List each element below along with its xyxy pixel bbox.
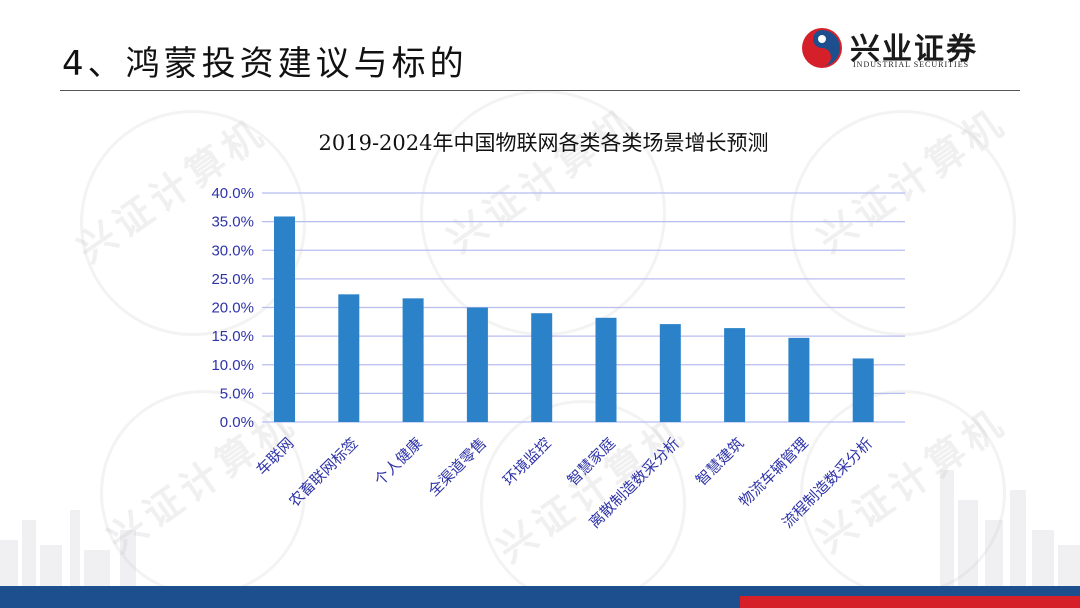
y-tick-label: 30.0% xyxy=(211,242,254,259)
y-tick-label: 5.0% xyxy=(220,385,254,402)
y-tick-label: 35.0% xyxy=(211,214,254,231)
bar xyxy=(531,313,553,422)
x-tick-label: 智慧建筑 xyxy=(692,434,747,489)
bar xyxy=(402,298,424,422)
bar xyxy=(659,324,681,422)
bar xyxy=(852,358,874,422)
y-tick-label: 20.0% xyxy=(211,300,254,317)
x-tick-label: 智慧家庭 xyxy=(564,434,619,489)
bar xyxy=(274,216,296,422)
bar xyxy=(338,294,360,422)
x-tick-label: 车联网 xyxy=(253,434,298,479)
logo-text: 兴业证券 xyxy=(850,32,978,67)
footer-bar-red xyxy=(740,596,1080,608)
bar xyxy=(788,337,810,422)
y-tick-label: 0.0% xyxy=(220,414,254,431)
x-tick-label: 农畜联网标签 xyxy=(285,434,361,510)
company-logo: 兴业证券 INDUSTRIAL SECURITIES xyxy=(798,22,1018,74)
x-tick-label: 环境监控 xyxy=(499,434,554,489)
y-tick-label: 25.0% xyxy=(211,271,254,288)
y-tick-label: 15.0% xyxy=(211,328,254,345)
logo-subtext: INDUSTRIAL SECURITIES xyxy=(853,60,970,69)
title-divider xyxy=(60,90,1020,91)
y-tick-label: 10.0% xyxy=(211,357,254,374)
page-title: 4、鸿蒙投资建议与标的 xyxy=(62,44,468,84)
x-tick-label: 个人健康 xyxy=(371,434,426,489)
bar xyxy=(466,307,488,422)
y-tick-label: 40.0% xyxy=(211,185,254,202)
logo-emblem-icon xyxy=(802,28,842,68)
chart-title: 2019-2024年中国物联网各类各类场景增长预测 xyxy=(319,131,769,155)
bar xyxy=(724,328,746,422)
x-tick-label: 全渠道零售 xyxy=(424,434,490,500)
bar xyxy=(595,317,617,422)
